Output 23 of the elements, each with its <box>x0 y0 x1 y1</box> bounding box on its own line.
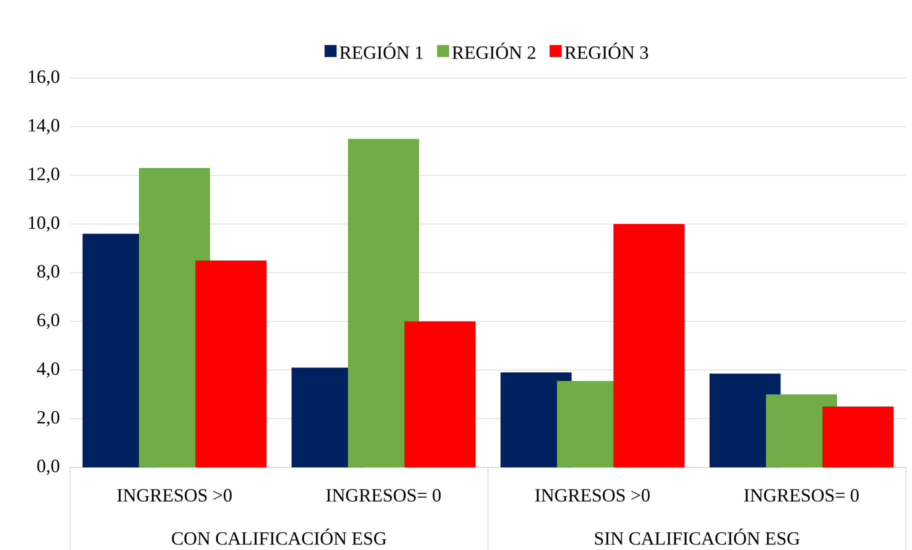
y-tick-label: 16,0 <box>28 70 60 86</box>
legend-label: REGIÓN 3 <box>564 42 648 59</box>
y-tick-label: 2,0 <box>37 411 60 426</box>
bar <box>404 321 476 468</box>
x-tick-label: INGRESOS= 0 <box>744 489 859 502</box>
y-tick-label: 12,0 <box>28 168 60 183</box>
y-tick-label: 0,0 <box>37 460 60 475</box>
x-tick-label: INGRESOS >0 <box>117 489 232 502</box>
y-tick-label: 8,0 <box>37 265 60 280</box>
y-tick-label: 6,0 <box>37 314 60 329</box>
legend-label: REGIÓN 2 <box>452 42 536 59</box>
bar <box>348 138 420 468</box>
bar <box>195 260 266 468</box>
bar <box>822 406 894 468</box>
text: CON CALIFICACIÓN ESG <box>172 528 386 545</box>
x-tick-label: INGRESOS >0 <box>535 489 650 502</box>
legend-label: REGIÓN 1 <box>340 42 423 59</box>
text: SIN CALIFICACIÓN ESG <box>595 528 800 545</box>
y-tick-label: 10,0 <box>28 216 60 232</box>
x-tick-label: INGRESOS= 0 <box>326 489 441 502</box>
y-tick-label: 14,0 <box>28 119 60 134</box>
bar <box>613 224 684 468</box>
y-tick-label: 4,0 <box>36 362 60 378</box>
